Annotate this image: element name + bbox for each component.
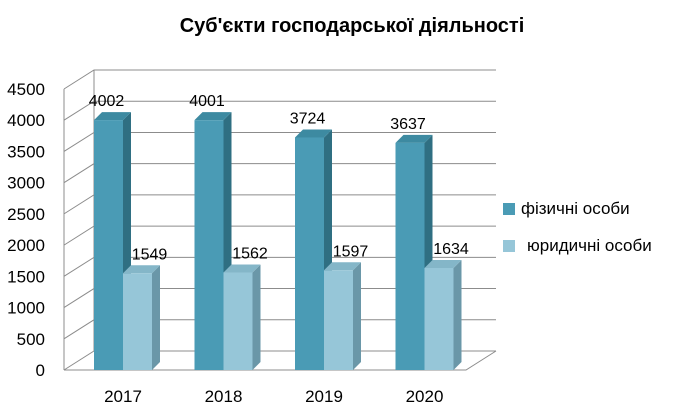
data-label: 1634	[433, 241, 469, 258]
y-tick-label: 4500	[7, 80, 45, 99]
bar-top	[395, 134, 433, 143]
gridline	[63, 69, 496, 90]
bar-top	[295, 129, 332, 138]
bar	[295, 137, 324, 370]
y-tick-label: 2500	[7, 205, 45, 224]
y-axis: 0 500 1000 1500 2000 2500 3000 3500 4000 4500	[7, 80, 45, 380]
data-label: 3637	[390, 116, 426, 133]
bar	[94, 120, 123, 370]
y-tick-label: 4000	[7, 111, 45, 130]
data-label: 1562	[232, 245, 268, 262]
y-tick-label: 0	[36, 361, 45, 380]
legend-swatch	[503, 203, 515, 215]
bar-side	[453, 259, 462, 370]
bar-side	[353, 262, 361, 370]
bar-top	[194, 112, 232, 121]
y-tick-label: 1000	[7, 299, 45, 318]
x-tick-label: 2020	[406, 387, 444, 406]
chart-title: Суб'єкти господарської діяльності	[180, 15, 525, 37]
bar-side	[152, 265, 160, 370]
y-tick-label: 3500	[7, 142, 45, 161]
legend-label: юридичні особи	[527, 236, 652, 255]
data-label: 4001	[189, 93, 225, 110]
data-label: 1597	[333, 243, 369, 260]
y-tick-label: 500	[17, 330, 45, 349]
x-tick-label: 2019	[305, 387, 343, 406]
data-label: 1549	[132, 246, 168, 263]
x-axis: 2017 2018 2019 2020	[104, 387, 443, 406]
bar	[395, 142, 425, 370]
bar	[424, 267, 454, 370]
legend-label: фізичні особи	[521, 199, 630, 218]
bar-side	[252, 264, 261, 370]
bar-top	[123, 265, 160, 274]
bars	[94, 112, 462, 370]
x-tick-label: 2017	[104, 387, 142, 406]
x-tick-label: 2018	[205, 387, 243, 406]
y-tick-label: 3000	[7, 174, 45, 193]
bar-top	[424, 259, 462, 268]
data-label: 4002	[89, 93, 125, 110]
bar	[194, 120, 224, 370]
bar-top	[324, 262, 361, 271]
bar-top	[223, 264, 261, 273]
y-tick-label: 1500	[7, 267, 45, 286]
data-labels: 4002 1549 4001 1562 3724 1597 3637 1634	[89, 93, 469, 263]
legend: фізичні особи юридичні особи	[503, 199, 652, 255]
legend-swatch	[503, 240, 515, 252]
bar	[223, 272, 253, 370]
bar	[324, 270, 353, 370]
bar	[123, 273, 152, 370]
data-label: 3724	[290, 110, 326, 127]
y-tick-label: 2000	[7, 236, 45, 255]
bar-top	[94, 112, 131, 121]
